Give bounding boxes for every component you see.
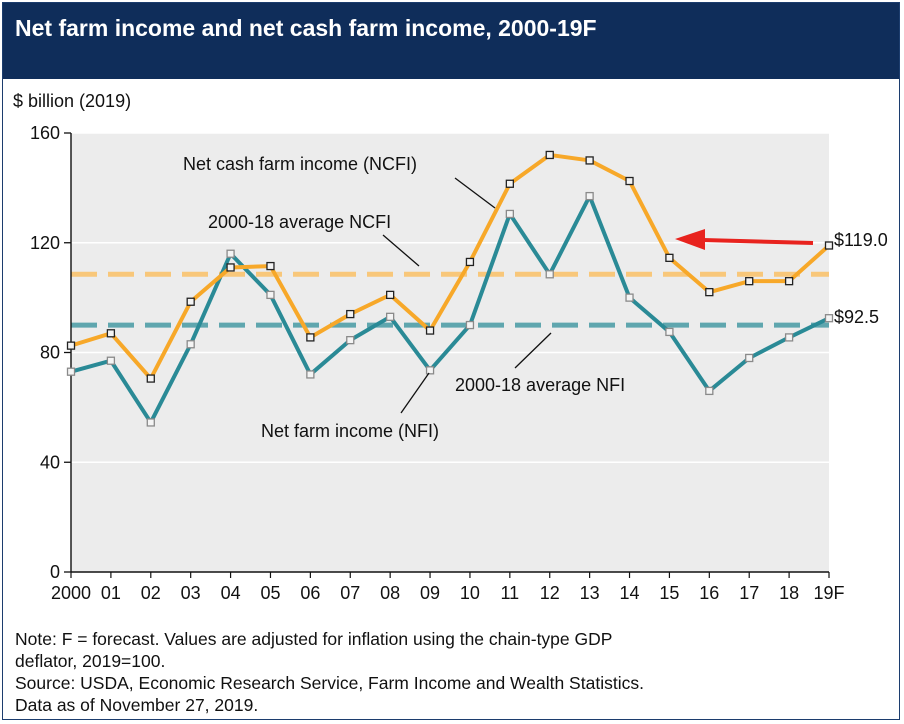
ncfi-point-02 <box>146 374 155 383</box>
nfi-point-01 <box>106 356 116 365</box>
nfi-point-05 <box>266 290 275 300</box>
note-line-2: deflator, 2019=100. <box>15 651 166 671</box>
y-axis-label: $ billion (2019) <box>13 91 131 111</box>
ncfi-average-label: 2000-18 average NCFI <box>208 212 391 232</box>
nfi-point-02 <box>146 418 155 427</box>
ncfi-point-11 <box>505 179 514 188</box>
nfi-point-09 <box>425 366 435 375</box>
ncfi-point-18 <box>784 277 794 286</box>
y-tick-label-0: 0 <box>50 562 60 582</box>
x-tick-label-11: 11 <box>500 583 519 603</box>
y-tick-label-160: 160 <box>30 123 60 143</box>
nfi-series-label: Net farm income (NFI) <box>261 421 439 441</box>
chart-svg: $ billion (2019) 0 40 80 120 160 2000 01 02 03 04… <box>13 91 888 603</box>
nfi-point-15 <box>665 327 674 337</box>
source-line-1: Source: USDA, Economic Research Service,… <box>15 673 644 693</box>
x-tick-label-2000: 2000 <box>51 583 91 603</box>
x-tick-label-19F: 19F <box>813 583 844 603</box>
nfi-point-16 <box>705 386 714 396</box>
nfi-point-07 <box>346 336 355 345</box>
notes: Note: F = forecast. Values are adjusted … <box>15 628 885 716</box>
tick-labels: 0 40 80 120 160 2000 01 02 03 04 05 06 07 08 09 10 11 12 1… <box>30 123 845 603</box>
ncfi-point-06 <box>306 333 315 342</box>
series-lines <box>66 150 834 427</box>
x-tick-label-13: 13 <box>580 583 600 603</box>
nfi-point-03 <box>186 340 195 349</box>
ncfi-end-label: $119.0 <box>834 230 888 250</box>
x-tick-label-01: 01 <box>101 583 121 603</box>
ncfi-point-01 <box>106 329 116 338</box>
nfi-label-leader <box>400 372 430 414</box>
note-line-1: Note: F = forecast. Values are adjusted … <box>15 629 613 649</box>
nfi-point-18 <box>784 333 794 342</box>
ncfi-point-13 <box>585 156 594 165</box>
y-tick-label-80: 80 <box>40 343 60 363</box>
ncfi-point-08 <box>386 290 395 300</box>
y-tick-label-120: 120 <box>30 233 60 253</box>
ncfi-average-leader <box>382 234 420 267</box>
ncfi-label-leader <box>454 177 496 209</box>
ncfi-point-09 <box>425 326 435 335</box>
red-arrow-shaft <box>702 238 814 245</box>
nfi-point-13 <box>585 191 594 201</box>
x-tick-label-08: 08 <box>380 583 400 603</box>
nfi-average-label: 2000-18 average NFI <box>455 375 625 395</box>
nfi-point-12 <box>545 270 554 279</box>
x-tick-label-07: 07 <box>340 583 360 603</box>
ncfi-point-14 <box>625 176 634 186</box>
nfi-point-10 <box>465 320 475 330</box>
x-tick-label-15: 15 <box>659 583 679 603</box>
ncfi-point-12 <box>545 150 554 160</box>
nfi-point-11 <box>505 209 514 219</box>
nfi-point-2000 <box>66 367 76 376</box>
ncfi-point-05 <box>266 261 275 271</box>
nfi-end-label: $92.5 <box>834 307 879 327</box>
chart-title: Net farm income and net cash farm income… <box>15 15 597 41</box>
nfi-average-leader <box>514 332 552 369</box>
ncfi-point-19F <box>824 241 834 250</box>
ncfi-point-04 <box>226 263 235 272</box>
ncfi-point-17 <box>745 277 754 286</box>
nfi-point-08 <box>386 312 395 321</box>
ncfi-point-07 <box>346 309 355 319</box>
y-tick-label-40: 40 <box>40 452 60 472</box>
source-line-2: Data as of November 27, 2019. <box>15 695 259 715</box>
x-tick-label-17: 17 <box>739 583 759 603</box>
x-tick-label-14: 14 <box>620 583 640 603</box>
red-arrow-head <box>675 229 705 250</box>
x-tick-label-09: 09 <box>420 583 440 603</box>
title-bar: Net farm income and net cash farm income… <box>3 3 899 79</box>
ncfi-series-line <box>70 152 831 381</box>
nfi-point-06 <box>306 370 315 379</box>
red-arrow <box>675 229 814 250</box>
x-tick-label-03: 03 <box>181 583 201 603</box>
annotations: Net cash farm income (NCFI) 2000-18 aver… <box>183 154 888 441</box>
nfi-point-17 <box>745 353 754 363</box>
nfi-point-19F <box>824 314 834 323</box>
ncfi-point-03 <box>186 297 195 306</box>
x-tick-label-02: 02 <box>141 583 161 603</box>
x-tick-label-18: 18 <box>779 583 799 603</box>
ncfi-point-10 <box>465 257 475 267</box>
x-tick-label-06: 06 <box>300 583 320 603</box>
ncfi-point-2000 <box>66 341 76 350</box>
ncfi-point-16 <box>705 287 714 297</box>
x-tick-label-12: 12 <box>540 583 560 603</box>
ncfi-series-label: Net cash farm income (NCFI) <box>183 154 417 174</box>
nfi-point-04 <box>226 249 235 258</box>
x-tick-label-04: 04 <box>221 583 241 603</box>
x-tick-label-10: 10 <box>460 583 480 603</box>
nfi-point-14 <box>625 293 634 302</box>
x-tick-label-05: 05 <box>260 583 280 603</box>
nfi-series-line <box>70 194 830 425</box>
ncfi-point-15 <box>665 253 674 262</box>
x-tick-label-16: 16 <box>699 583 719 603</box>
